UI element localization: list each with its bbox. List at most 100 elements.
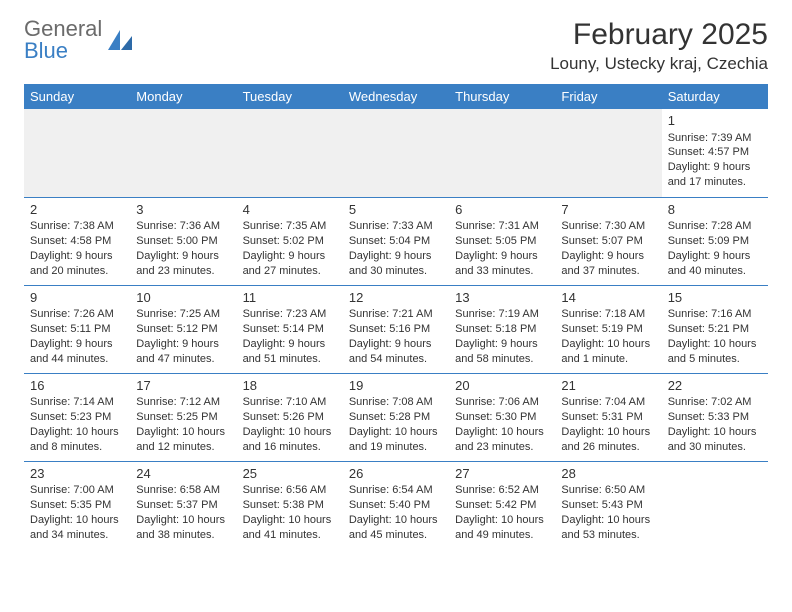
daylight-text: and 34 minutes.	[30, 528, 124, 543]
daylight-text: Daylight: 9 hours	[561, 249, 655, 264]
daylight-text: and 49 minutes.	[455, 528, 549, 543]
empty-cell	[555, 109, 661, 197]
sunrise-text: Sunrise: 7:06 AM	[455, 395, 549, 410]
sunset-text: Sunset: 5:09 PM	[668, 234, 762, 249]
daylight-text: and 27 minutes.	[243, 264, 337, 279]
calendar-body: 1Sunrise: 7:39 AMSunset: 4:57 PMDaylight…	[24, 109, 768, 549]
daylight-text: Daylight: 10 hours	[243, 513, 337, 528]
daylight-text: Daylight: 9 hours	[668, 249, 762, 264]
sunrise-text: Sunrise: 7:28 AM	[668, 219, 762, 234]
title-block: February 2025 Louny, Ustecky kraj, Czech…	[550, 18, 768, 74]
calendar-row: 23Sunrise: 7:00 AMSunset: 5:35 PMDayligh…	[24, 461, 768, 549]
sunrise-text: Sunrise: 7:12 AM	[136, 395, 230, 410]
sunrise-text: Sunrise: 7:30 AM	[561, 219, 655, 234]
location-text: Louny, Ustecky kraj, Czechia	[550, 54, 768, 74]
sunset-text: Sunset: 5:42 PM	[455, 498, 549, 513]
day-number: 5	[349, 201, 443, 219]
logo-text: General Blue	[24, 18, 102, 62]
day-cell: 24Sunrise: 6:58 AMSunset: 5:37 PMDayligh…	[130, 461, 236, 549]
daylight-text: and 23 minutes.	[136, 264, 230, 279]
day-cell: 9Sunrise: 7:26 AMSunset: 5:11 PMDaylight…	[24, 285, 130, 373]
daylight-text: Daylight: 9 hours	[30, 337, 124, 352]
empty-cell	[237, 109, 343, 197]
daylight-text: Daylight: 9 hours	[243, 337, 337, 352]
sunset-text: Sunset: 5:12 PM	[136, 322, 230, 337]
day-number: 13	[455, 289, 549, 307]
day-cell: 1Sunrise: 7:39 AMSunset: 4:57 PMDaylight…	[662, 109, 768, 197]
daylight-text: and 26 minutes.	[561, 440, 655, 455]
sunrise-text: Sunrise: 7:31 AM	[455, 219, 549, 234]
daylight-text: Daylight: 10 hours	[455, 425, 549, 440]
day-number: 20	[455, 377, 549, 395]
empty-cell	[662, 461, 768, 549]
sunrise-text: Sunrise: 6:50 AM	[561, 483, 655, 498]
header: General Blue February 2025 Louny, Usteck…	[24, 18, 768, 74]
sunset-text: Sunset: 5:30 PM	[455, 410, 549, 425]
weekday-header: Monday	[130, 84, 236, 109]
daylight-text: Daylight: 9 hours	[243, 249, 337, 264]
day-cell: 28Sunrise: 6:50 AMSunset: 5:43 PMDayligh…	[555, 461, 661, 549]
day-cell: 26Sunrise: 6:54 AMSunset: 5:40 PMDayligh…	[343, 461, 449, 549]
sunrise-text: Sunrise: 7:21 AM	[349, 307, 443, 322]
calendar-row: 16Sunrise: 7:14 AMSunset: 5:23 PMDayligh…	[24, 373, 768, 461]
daylight-text: and 53 minutes.	[561, 528, 655, 543]
sunset-text: Sunset: 5:16 PM	[349, 322, 443, 337]
daylight-text: and 17 minutes.	[668, 175, 762, 190]
day-cell: 20Sunrise: 7:06 AMSunset: 5:30 PMDayligh…	[449, 373, 555, 461]
sunrise-text: Sunrise: 7:36 AM	[136, 219, 230, 234]
daylight-text: Daylight: 10 hours	[30, 425, 124, 440]
sunset-text: Sunset: 5:04 PM	[349, 234, 443, 249]
logo-word-2: Blue	[24, 38, 68, 63]
day-cell: 27Sunrise: 6:52 AMSunset: 5:42 PMDayligh…	[449, 461, 555, 549]
day-number: 28	[561, 465, 655, 483]
daylight-text: Daylight: 10 hours	[561, 425, 655, 440]
day-cell: 5Sunrise: 7:33 AMSunset: 5:04 PMDaylight…	[343, 197, 449, 285]
day-number: 27	[455, 465, 549, 483]
day-number: 12	[349, 289, 443, 307]
day-number: 22	[668, 377, 762, 395]
daylight-text: Daylight: 9 hours	[455, 249, 549, 264]
sunrise-text: Sunrise: 7:18 AM	[561, 307, 655, 322]
sunset-text: Sunset: 5:23 PM	[30, 410, 124, 425]
daylight-text: and 51 minutes.	[243, 352, 337, 367]
sunrise-text: Sunrise: 7:04 AM	[561, 395, 655, 410]
sunset-text: Sunset: 5:07 PM	[561, 234, 655, 249]
day-number: 17	[136, 377, 230, 395]
daylight-text: Daylight: 10 hours	[349, 513, 443, 528]
daylight-text: and 19 minutes.	[349, 440, 443, 455]
sunset-text: Sunset: 5:19 PM	[561, 322, 655, 337]
day-cell: 6Sunrise: 7:31 AMSunset: 5:05 PMDaylight…	[449, 197, 555, 285]
daylight-text: and 47 minutes.	[136, 352, 230, 367]
calendar-row: 9Sunrise: 7:26 AMSunset: 5:11 PMDaylight…	[24, 285, 768, 373]
daylight-text: and 44 minutes.	[30, 352, 124, 367]
day-cell: 4Sunrise: 7:35 AMSunset: 5:02 PMDaylight…	[237, 197, 343, 285]
day-number: 10	[136, 289, 230, 307]
sunrise-text: Sunrise: 7:38 AM	[30, 219, 124, 234]
sunset-text: Sunset: 5:33 PM	[668, 410, 762, 425]
daylight-text: Daylight: 9 hours	[455, 337, 549, 352]
sunset-text: Sunset: 5:40 PM	[349, 498, 443, 513]
day-number: 19	[349, 377, 443, 395]
sunrise-text: Sunrise: 7:02 AM	[668, 395, 762, 410]
day-cell: 7Sunrise: 7:30 AMSunset: 5:07 PMDaylight…	[555, 197, 661, 285]
daylight-text: and 5 minutes.	[668, 352, 762, 367]
sunrise-text: Sunrise: 6:56 AM	[243, 483, 337, 498]
weekday-header-row: SundayMondayTuesdayWednesdayThursdayFrid…	[24, 84, 768, 109]
daylight-text: and 33 minutes.	[455, 264, 549, 279]
sunrise-text: Sunrise: 7:08 AM	[349, 395, 443, 410]
empty-cell	[24, 109, 130, 197]
empty-cell	[449, 109, 555, 197]
daylight-text: Daylight: 10 hours	[561, 513, 655, 528]
day-number: 14	[561, 289, 655, 307]
day-cell: 12Sunrise: 7:21 AMSunset: 5:16 PMDayligh…	[343, 285, 449, 373]
daylight-text: Daylight: 9 hours	[349, 249, 443, 264]
daylight-text: and 54 minutes.	[349, 352, 443, 367]
sunset-text: Sunset: 5:37 PM	[136, 498, 230, 513]
sunrise-text: Sunrise: 6:54 AM	[349, 483, 443, 498]
sunrise-text: Sunrise: 7:39 AM	[668, 131, 762, 146]
day-number: 23	[30, 465, 124, 483]
day-cell: 18Sunrise: 7:10 AMSunset: 5:26 PMDayligh…	[237, 373, 343, 461]
daylight-text: and 1 minute.	[561, 352, 655, 367]
day-number: 9	[30, 289, 124, 307]
daylight-text: Daylight: 9 hours	[136, 249, 230, 264]
